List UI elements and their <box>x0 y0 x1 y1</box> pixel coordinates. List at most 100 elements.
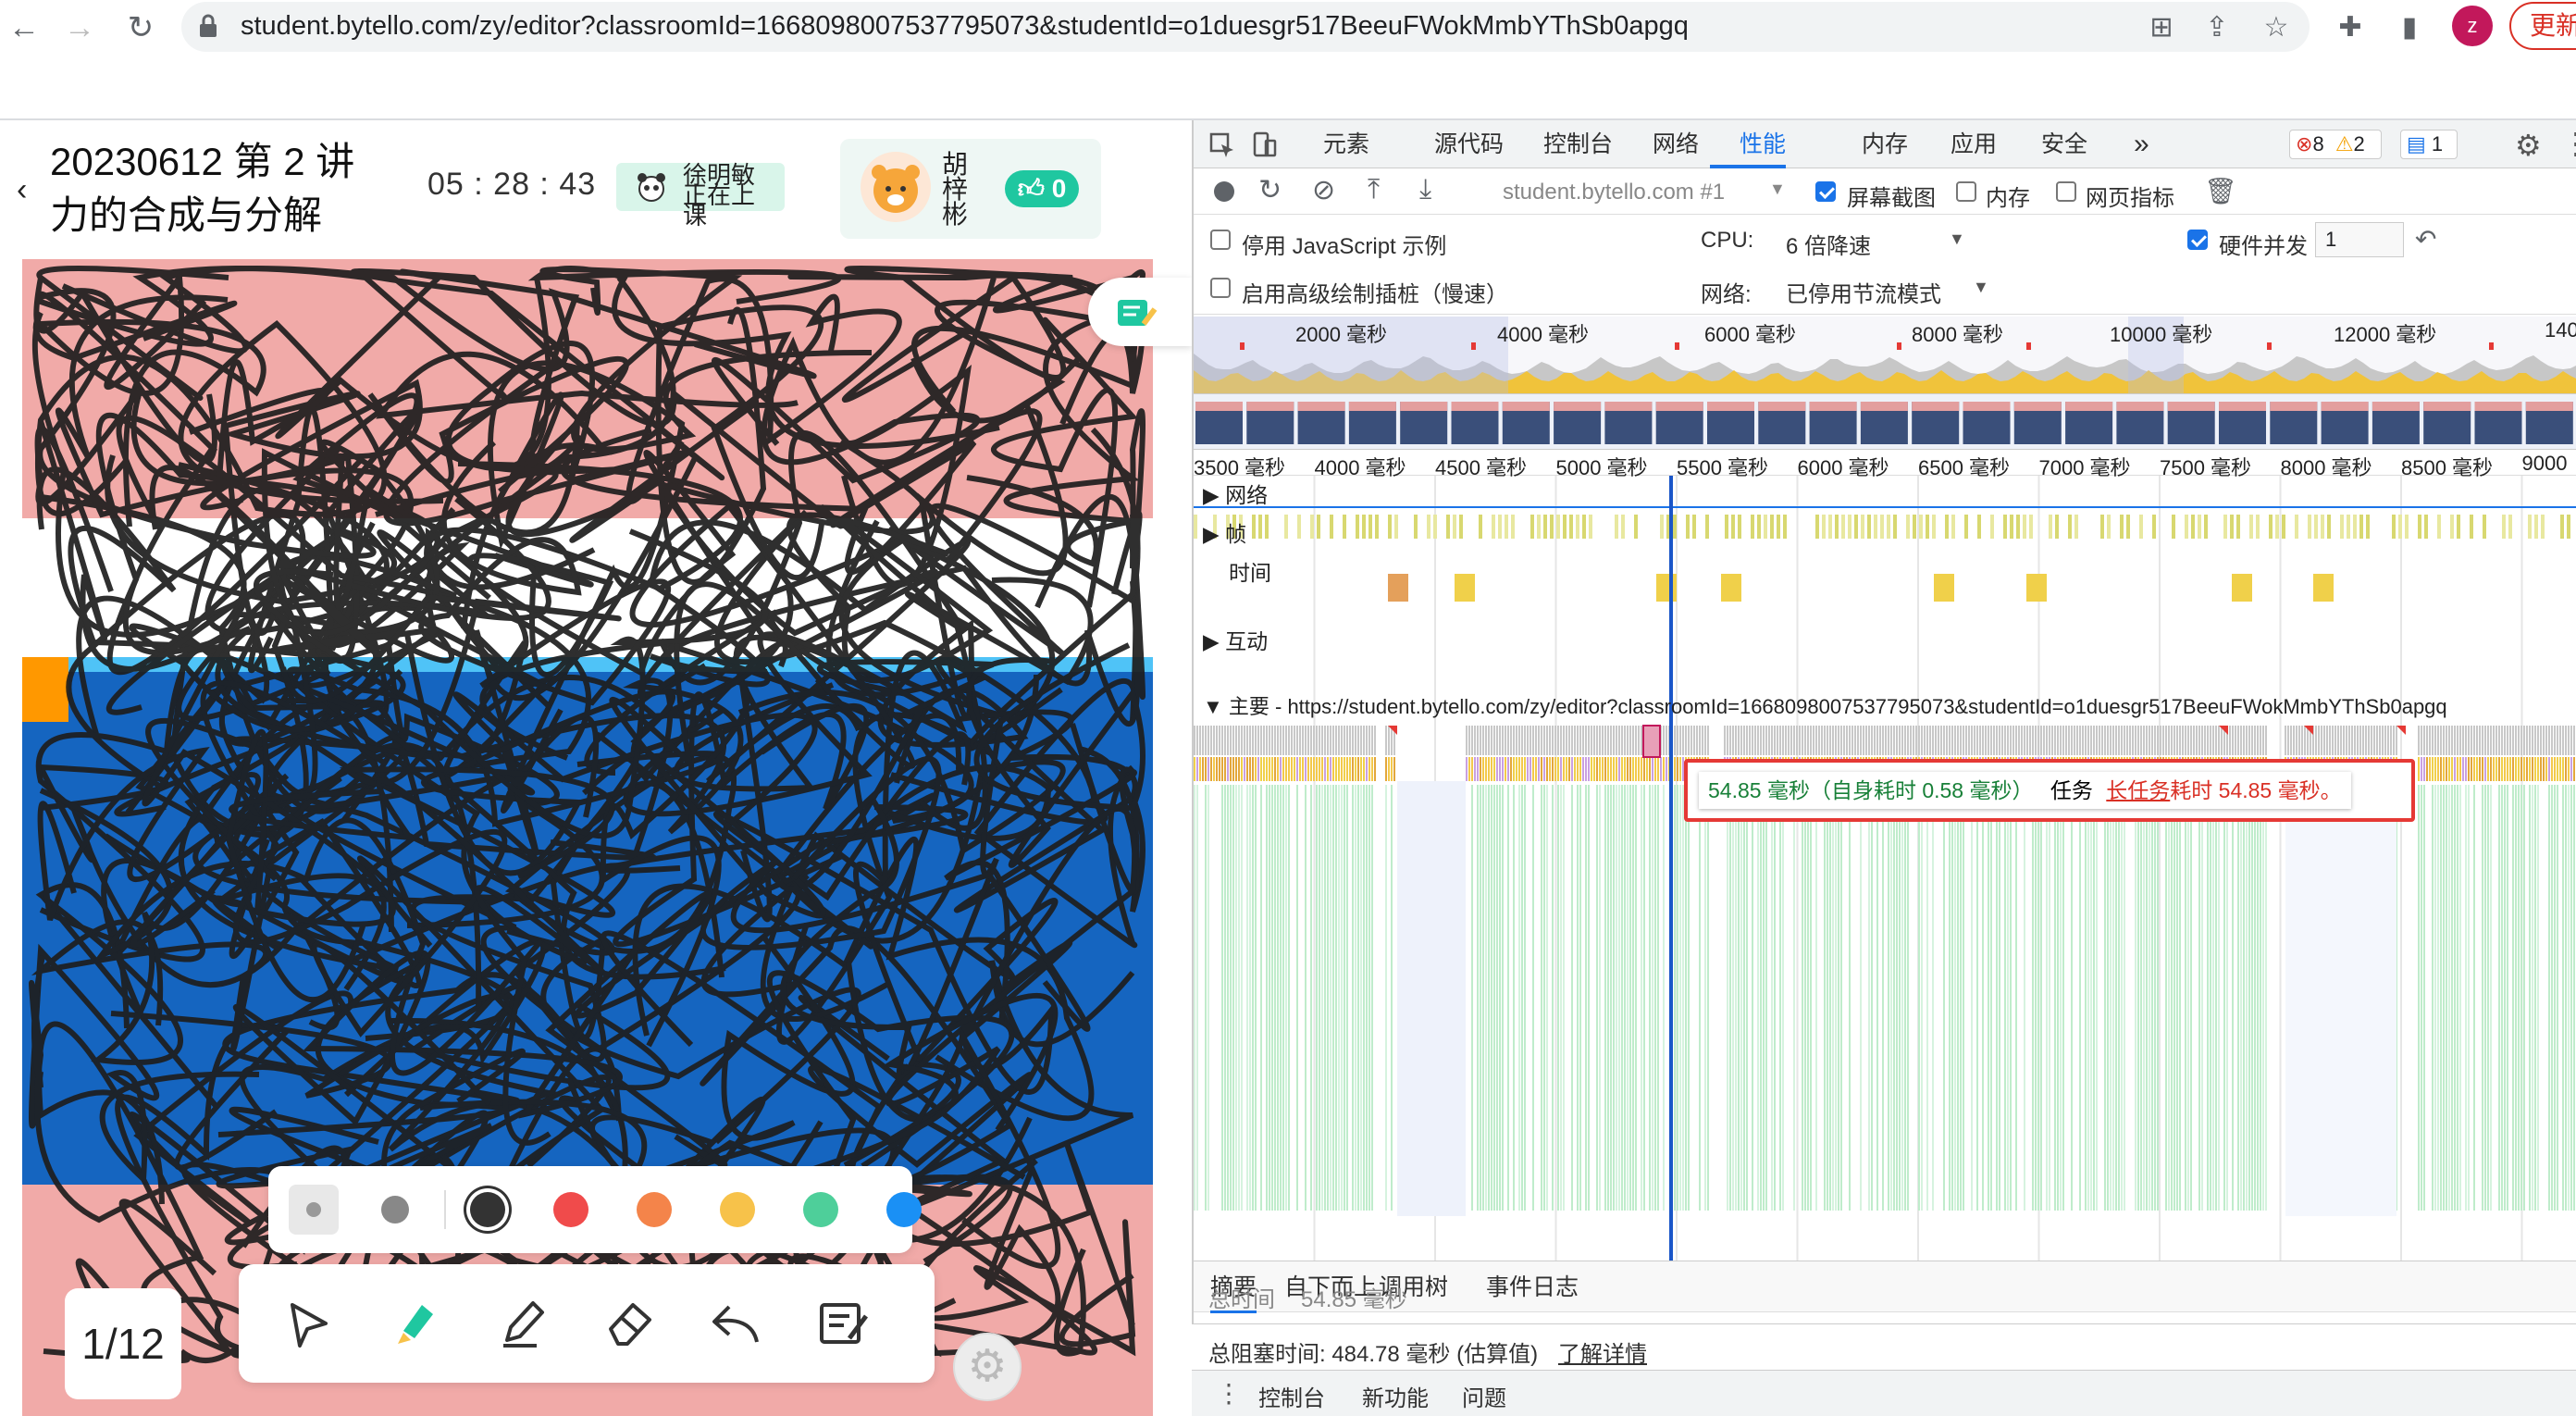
issue-counters[interactable]: ⊗8 ⚠2 <box>2289 130 2382 159</box>
undo-tool-icon[interactable] <box>705 1292 768 1355</box>
task-bar <box>2071 726 2073 755</box>
reset-icon[interactable]: ↶ <box>2415 224 2436 255</box>
devtools-tab[interactable]: 内存 <box>1862 120 1908 168</box>
recording-target-select[interactable]: student.bytello.com #1 <box>1503 180 1725 205</box>
stack-bar <box>1635 785 1637 1211</box>
task-bar <box>1282 726 1284 755</box>
translate-icon[interactable]: ⊞ <box>2143 9 2180 46</box>
pointer-tool-icon[interactable] <box>276 1292 339 1355</box>
trash-icon[interactable]: 🗑︎ <box>2204 176 2237 206</box>
frame-bar <box>2502 515 2506 539</box>
frames-track-label[interactable]: ▶ 帧 <box>1203 516 1246 548</box>
color-swatch[interactable] <box>637 1192 672 1227</box>
screenshots-checkbox[interactable] <box>1815 181 1836 202</box>
webvitals-checkbox[interactable] <box>2056 181 2076 202</box>
color-swatch[interactable] <box>470 1192 505 1227</box>
pen-size-small[interactable] <box>289 1185 339 1235</box>
sidepanel-icon[interactable]: ▮ <box>2391 9 2428 46</box>
call-bar <box>2529 757 2531 781</box>
devtools-settings-icon[interactable]: ⚙ <box>2515 128 2542 163</box>
share-icon[interactable]: ⇪ <box>2198 9 2235 46</box>
timeline-overview[interactable]: 2000 毫秒 4000 毫秒 6000 毫秒 8000 毫秒 10000 毫秒 1200… <box>1194 317 2576 394</box>
devtools-tab[interactable]: 源代码 <box>1434 120 1504 168</box>
note-tool-icon[interactable] <box>812 1292 875 1355</box>
stack-bar <box>1624 785 1626 1211</box>
color-swatch[interactable] <box>803 1192 838 1227</box>
task-bar <box>2379 726 2381 755</box>
reload-profile-icon[interactable]: ↻ <box>1258 174 1282 206</box>
highlighter-tool-icon[interactable] <box>383 1292 446 1355</box>
interactions-track-label[interactable]: ▶ 互动 <box>1203 624 1268 655</box>
color-swatch[interactable] <box>553 1192 588 1227</box>
task-bar <box>1255 726 1257 755</box>
learn-more-link[interactable]: 了解详情 <box>1558 1335 1647 1368</box>
message-counter[interactable]: ▤ 1 <box>2400 130 2458 159</box>
url-text: student.bytello.com/zy/editor?classroomI… <box>241 11 1689 42</box>
flame-chart[interactable]: ▶ 网络 ▶ 帧 时间 ▶ 互动 ▼ 主要 - https://student.… <box>1194 476 2576 1261</box>
back-chevron-icon[interactable]: ‹ <box>17 172 27 208</box>
task-bar <box>1788 726 1790 755</box>
hw-concurrency-checkbox[interactable] <box>2187 230 2208 250</box>
task-bar <box>1926 726 1928 755</box>
frame-bar <box>1673 515 1677 539</box>
device-toolbar-icon[interactable] <box>1251 131 1279 159</box>
cpu-throttle-select[interactable]: 6 倍降速 <box>1786 228 1871 260</box>
drawer-tab[interactable]: 新功能 <box>1362 1380 1429 1412</box>
color-swatch[interactable] <box>720 1192 755 1227</box>
network-throttle-select[interactable]: 已停用节流模式 <box>1786 276 1941 308</box>
download-profile-icon[interactable]: ⤓ <box>1419 174 1431 205</box>
task-bar <box>1468 726 1470 755</box>
frame-bar <box>1530 515 1534 539</box>
devtools-tab[interactable]: 网络 <box>1653 120 1699 168</box>
forward-icon[interactable]: → <box>59 7 100 48</box>
note-button[interactable] <box>1088 278 1192 346</box>
drawer-tab[interactable]: 控制台 <box>1258 1380 1325 1412</box>
drawer-menu-icon[interactable]: ⋮ <box>1216 1378 1242 1409</box>
capture-settings: 停用 JavaScript 示例 CPU: 6 倍降速 ▼ 硬件并发 1 ↶ 启… <box>1194 215 2576 315</box>
task-bar <box>2434 726 2436 755</box>
devtools-tab[interactable]: 安全 <box>2041 120 2087 168</box>
settings-gear-icon[interactable]: ⚙ <box>953 1333 1022 1401</box>
task-bar <box>2348 726 2350 755</box>
screenshot-thumb-top <box>2475 402 2522 411</box>
reload-icon[interactable]: ↻ <box>120 7 161 48</box>
memory-checkbox[interactable] <box>1956 181 1976 202</box>
call-bar <box>1488 757 1490 781</box>
stack-bar <box>1488 785 1490 1211</box>
task-bar <box>2074 726 2075 755</box>
call-bar <box>1666 757 1667 781</box>
drawer-tab[interactable]: 问题 <box>1462 1380 1506 1412</box>
disable-js-samples-checkbox[interactable] <box>1210 230 1231 250</box>
back-icon[interactable]: ← <box>4 7 44 48</box>
pen-tool-icon[interactable] <box>490 1292 553 1355</box>
devtools-tab[interactable]: 控制台 <box>1543 120 1613 168</box>
advanced-paint-checkbox[interactable] <box>1210 278 1231 298</box>
devtools-tab[interactable]: 应用 <box>1951 120 1997 168</box>
stack-bar <box>1557 785 1559 1211</box>
task-bar <box>1804 726 1806 755</box>
extensions-icon[interactable]: ✚ <box>2332 9 2369 46</box>
tooltip-long-task-link[interactable]: 长任务 <box>2106 778 2170 802</box>
devtools-tab[interactable]: 性能 <box>1710 120 1786 168</box>
record-icon[interactable] <box>1214 181 1234 202</box>
network-track-label[interactable]: ▶ 网络 <box>1203 478 1268 509</box>
task-bar <box>1674 726 1676 755</box>
like-counter[interactable]: 👍︎ 0 <box>1005 170 1079 207</box>
upload-profile-icon[interactable]: ⤒ <box>1368 174 1380 205</box>
address-bar[interactable]: student.bytello.com/zy/editor?classroomI… <box>181 2 2310 52</box>
pen-size-large[interactable] <box>381 1196 409 1223</box>
stack-bar <box>1332 785 1334 1211</box>
main-track-label[interactable]: ▼ 主要 - https://student.bytello.com/zy/ed… <box>1203 690 2447 720</box>
update-button[interactable]: 更新 <box>2509 2 2576 50</box>
clear-icon[interactable]: ⊘ <box>1312 174 1335 206</box>
color-swatch[interactable] <box>886 1192 922 1227</box>
profile-avatar[interactable]: z <box>2452 6 2493 46</box>
eraser-tool-icon[interactable] <box>598 1292 661 1355</box>
bookmark-star-icon[interactable]: ☆ <box>2258 9 2295 46</box>
inspect-element-icon[interactable] <box>1208 131 1236 159</box>
hw-concurrency-input[interactable]: 1 <box>2315 222 2404 257</box>
kebab-menu-icon[interactable]: ⋮ <box>2561 126 2576 161</box>
devtools-tab[interactable]: 元素 <box>1323 120 1369 168</box>
page-indicator[interactable]: 1/12 <box>65 1288 181 1399</box>
more-tabs-button[interactable]: » <box>2134 120 2149 168</box>
